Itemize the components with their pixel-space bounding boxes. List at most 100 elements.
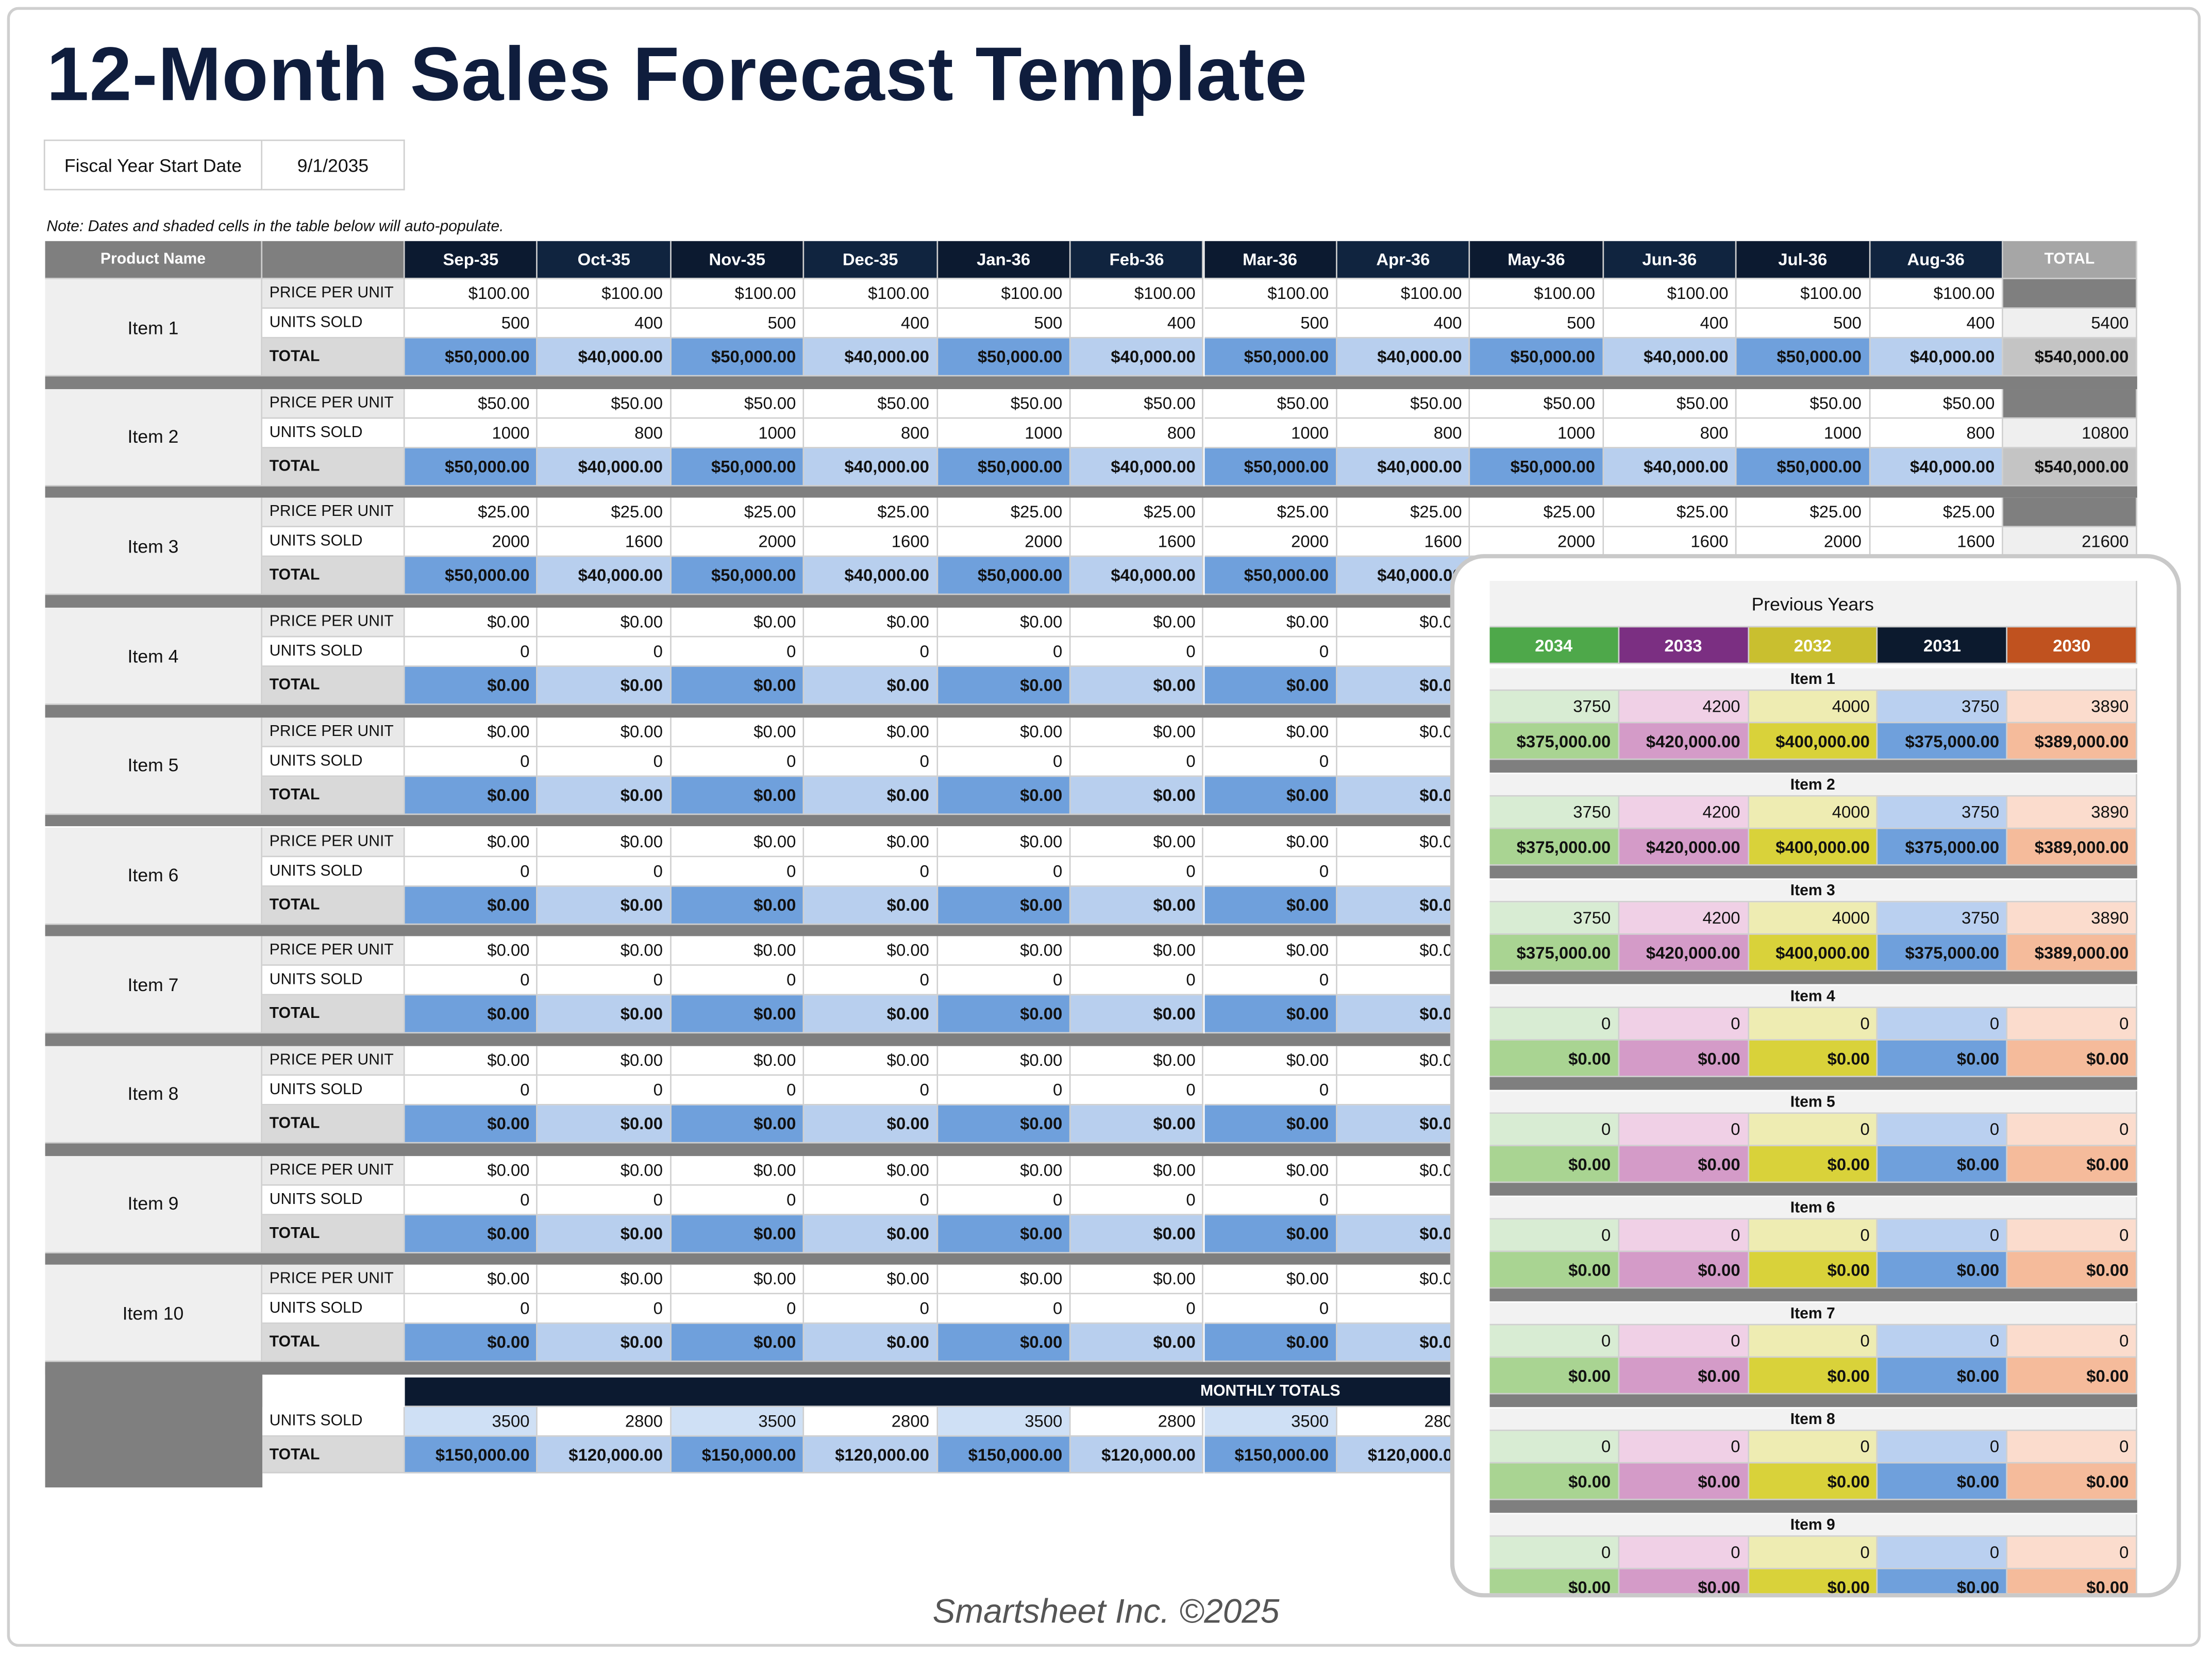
value-cell: 0: [405, 747, 538, 777]
value-cell: $25.00: [804, 498, 938, 528]
value-cell: $0.00: [937, 936, 1071, 966]
value-cell: $25.00: [1204, 498, 1337, 528]
value-cell: 1600: [1337, 528, 1471, 558]
total-cell: $0.00: [1070, 1214, 1204, 1253]
year-header: 2034: [1489, 627, 1619, 664]
total-cell: $40,000.00: [538, 557, 672, 596]
units-cell: 3750: [1489, 691, 1619, 724]
value-cell: 0: [1337, 1295, 1471, 1325]
total-cell: $0.00: [937, 1324, 1071, 1363]
total-cell: $420,000.00: [1619, 723, 1749, 760]
total-cell: $0.00: [1337, 667, 1471, 706]
value-cell: $0.00: [405, 936, 538, 966]
value-cell: $100.00: [1470, 279, 1604, 309]
month-header: Mar-36: [1204, 241, 1337, 279]
value-cell: 800: [804, 418, 938, 448]
separator: [1489, 1500, 2137, 1513]
total-cell: $0.00: [1337, 1214, 1471, 1253]
value-cell: $0.00: [538, 1265, 672, 1295]
total-cell: $50,000.00: [937, 338, 1071, 377]
product-name: Item 6: [45, 827, 263, 925]
value-cell: $0.00: [538, 1155, 672, 1185]
value-cell: 500: [937, 309, 1071, 339]
total-cell: $0.00: [1878, 1569, 2008, 1594]
row-total: 10800: [2003, 418, 2137, 448]
value-cell: 0: [671, 637, 805, 667]
total-cell: $40,000.00: [1337, 557, 1471, 596]
product-name: Item 10: [45, 1265, 263, 1363]
product-name: Item 2: [45, 389, 263, 486]
value-cell: 0: [1070, 1075, 1204, 1106]
total-cell: $40,000.00: [1070, 557, 1204, 596]
item-name: Item 9: [1489, 1514, 2137, 1537]
value-cell: $0.00: [538, 608, 672, 638]
value-cell: $0.00: [1337, 608, 1471, 638]
value-cell: 0: [937, 1075, 1071, 1106]
frame: [7, 7, 2201, 1647]
item-name: Item 2: [1489, 774, 2137, 797]
value-cell: $0.00: [804, 717, 938, 747]
value-cell: 1000: [1736, 418, 1870, 448]
total-cell: $40,000.00: [804, 448, 938, 486]
total-cell: $120,000.00: [804, 1436, 938, 1473]
value-cell: 0: [538, 1295, 672, 1325]
value-cell: $0.00: [405, 1265, 538, 1295]
value-cell: $50.00: [1337, 389, 1471, 418]
value-cell: 400: [1870, 309, 2003, 339]
value-cell: 0: [1204, 966, 1337, 996]
units-cell: 0: [2007, 1431, 2137, 1464]
total-cell: $120,000.00: [1337, 1436, 1471, 1473]
year-header: 2031: [1878, 627, 2008, 664]
month-header: Oct-35: [538, 241, 672, 279]
value-cell: 1000: [405, 418, 538, 448]
row-label: TOTAL: [262, 1324, 405, 1363]
value-cell: 0: [538, 856, 672, 886]
month-header: Jan-36: [937, 241, 1071, 279]
value-cell: $0.00: [671, 1155, 805, 1185]
value-cell: $100.00: [1337, 279, 1471, 309]
total-cell: $50,000.00: [1736, 338, 1870, 377]
value-cell: 0: [804, 1295, 938, 1325]
units-cell: 4200: [1619, 796, 1749, 829]
total-cell: $0.00: [671, 1214, 805, 1253]
total-cell: $0.00: [1489, 1569, 1619, 1594]
value-cell: 0: [1204, 747, 1337, 777]
value-cell: 800: [1070, 418, 1204, 448]
total-cell: $0.00: [804, 886, 938, 925]
value-cell: $25.00: [1470, 498, 1604, 528]
value-cell: 0: [1070, 637, 1204, 667]
total-cell: $0.00: [1489, 1358, 1619, 1395]
value-cell: 500: [671, 309, 805, 339]
value-cell: $0.00: [1204, 1265, 1337, 1295]
value-cell: $0.00: [1070, 827, 1204, 857]
total-cell: $0.00: [1489, 1040, 1619, 1077]
value-cell: 800: [1337, 418, 1471, 448]
units-cell: 3750: [1878, 691, 2008, 724]
value-cell: $50.00: [1204, 389, 1337, 418]
fiscal-label: Fiscal Year Start Date: [43, 139, 263, 191]
units-cell: 4200: [1619, 691, 1749, 724]
row-label: UNITS SOLD: [262, 528, 405, 558]
units-cell: 3750: [1489, 902, 1619, 935]
value-cell: $50.00: [1070, 389, 1204, 418]
total-cell: $40,000.00: [1603, 448, 1737, 486]
value-cell: 1000: [1204, 418, 1337, 448]
total-cell: $0.00: [804, 1105, 938, 1144]
value-cell: $0.00: [1204, 1155, 1337, 1185]
item-name: Item 5: [1489, 1091, 2137, 1114]
value-cell: $25.00: [1337, 498, 1471, 528]
total-cell: $40,000.00: [804, 338, 938, 377]
value-cell: 1600: [1070, 528, 1204, 558]
total-cell: $50,000.00: [1204, 338, 1337, 377]
units-cell: 0: [1749, 1219, 1879, 1252]
month-header: Nov-35: [671, 241, 805, 279]
value-cell: $0.00: [405, 717, 538, 747]
units-cell: 0: [1489, 1431, 1619, 1464]
value-cell: $0.00: [937, 608, 1071, 638]
value-cell: 0: [1204, 1075, 1337, 1106]
month-header: Jul-36: [1736, 241, 1870, 279]
value-cell: 500: [1470, 309, 1604, 339]
units-cell: 3890: [2007, 902, 2137, 935]
row-label: PRICE PER UNIT: [262, 827, 405, 857]
units-cell: 0: [1878, 1431, 2008, 1464]
